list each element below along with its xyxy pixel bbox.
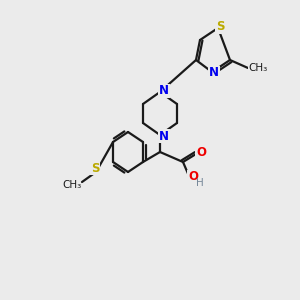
Text: N: N xyxy=(209,67,219,80)
Text: H: H xyxy=(196,178,204,188)
Text: S: S xyxy=(216,20,224,34)
Text: CH₃: CH₃ xyxy=(248,63,268,73)
Text: S: S xyxy=(91,161,99,175)
Text: N: N xyxy=(159,130,169,142)
Text: O: O xyxy=(188,170,198,184)
Text: N: N xyxy=(159,85,169,98)
Text: CH₃: CH₃ xyxy=(62,180,82,190)
Text: O: O xyxy=(196,146,206,160)
